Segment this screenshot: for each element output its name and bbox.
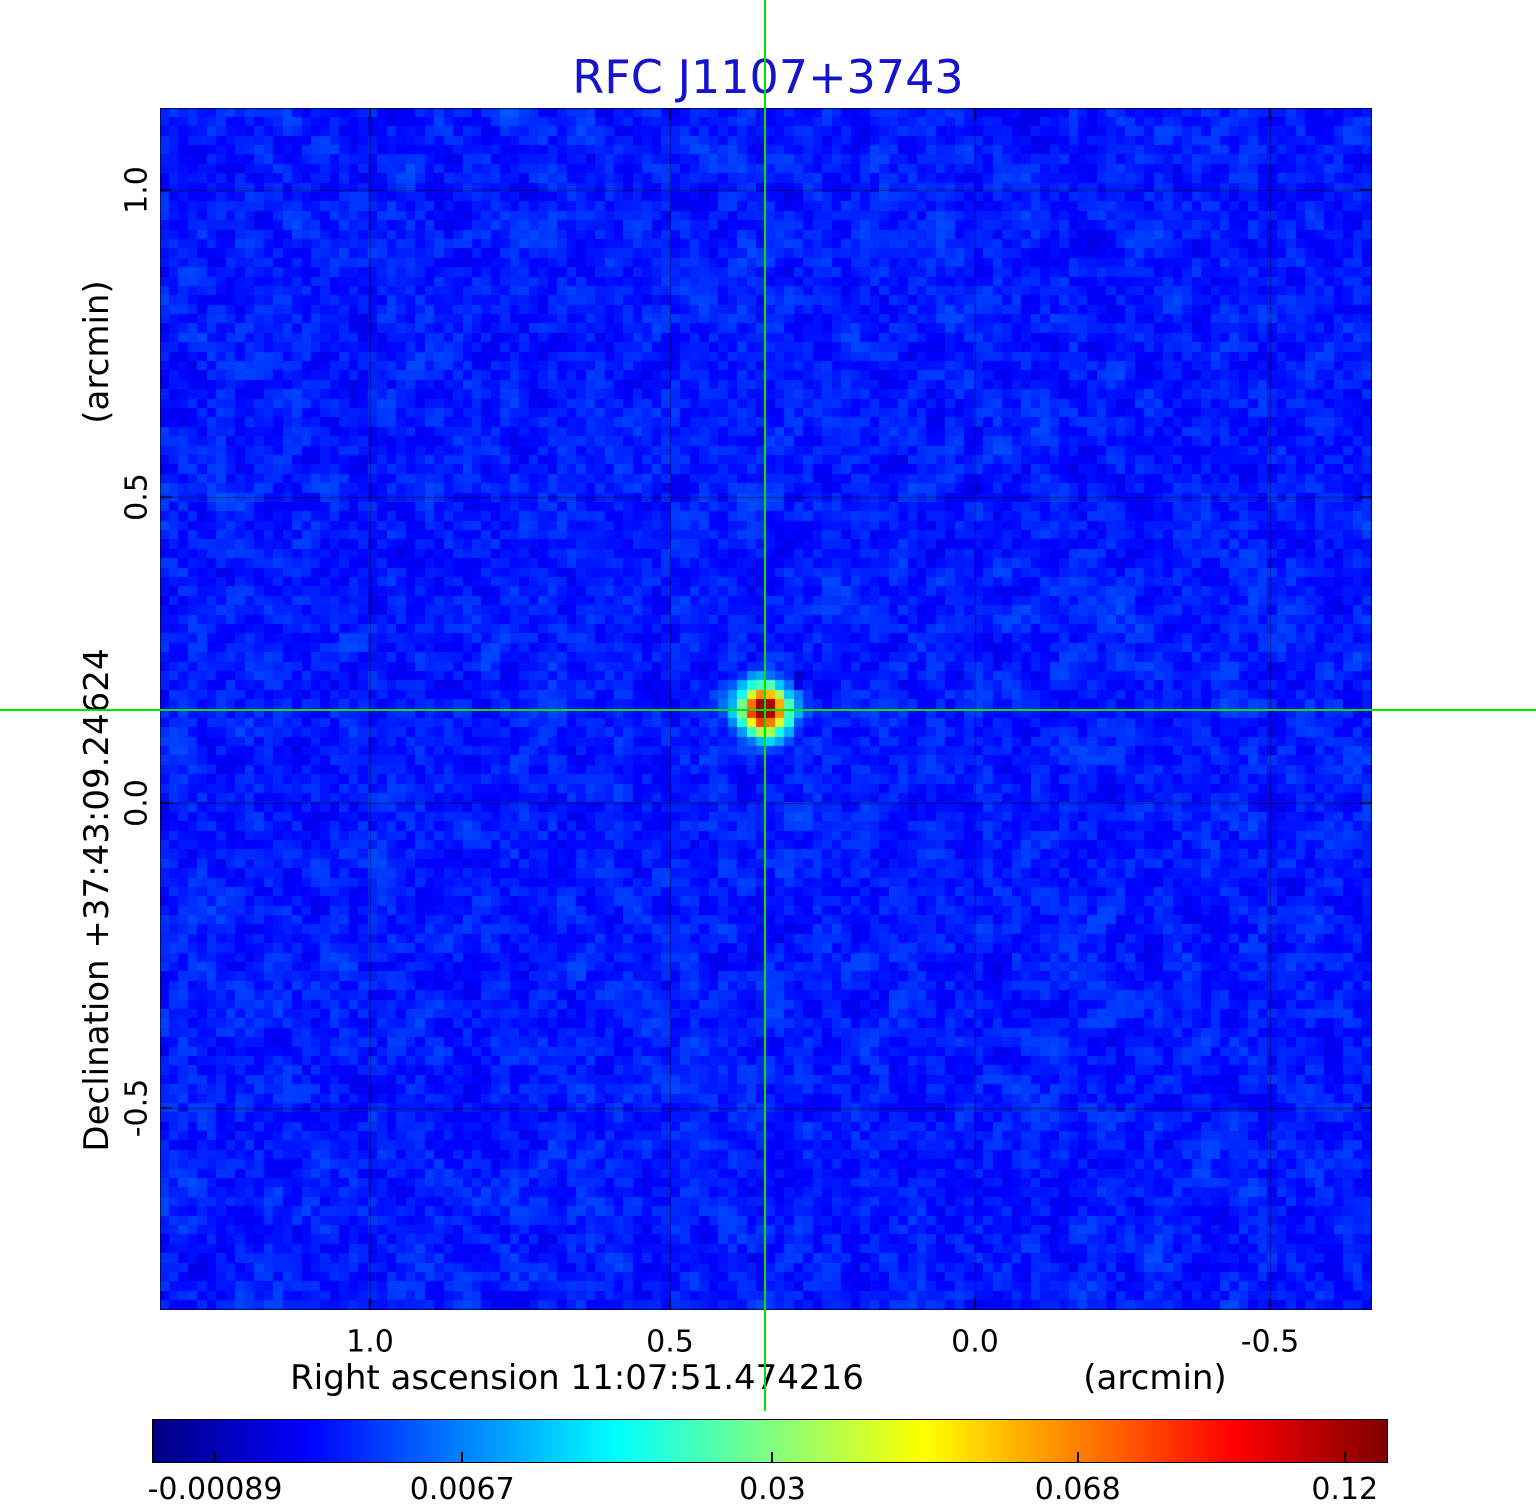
figure-title: RFC J1107+3743 bbox=[572, 50, 964, 104]
x-tick-label-0.5: 0.5 bbox=[646, 1324, 694, 1360]
colorbar-tick-label: 0.03 bbox=[739, 1472, 806, 1507]
x-axis-unit-label: (arcmin) bbox=[1083, 1358, 1227, 1398]
colorbar-tick-mark bbox=[1076, 1452, 1079, 1462]
y-axis-label: Declination +37:43:09.24624 bbox=[77, 648, 117, 1152]
y-tick-label-0.0: 0.0 bbox=[119, 779, 155, 827]
y-tick-label--0.5: -0.5 bbox=[119, 1078, 155, 1138]
colorbar-tick-label: 0.0067 bbox=[409, 1472, 515, 1507]
x-tick-label-0.0: 0.0 bbox=[951, 1324, 999, 1360]
crosshair-horizontal-line bbox=[0, 709, 1536, 711]
colorbar bbox=[152, 1419, 1388, 1463]
colorbar-tick-mark bbox=[1343, 1452, 1346, 1462]
y-axis-unit-label: (arcmin) bbox=[77, 280, 117, 424]
colorbar-tick-mark bbox=[461, 1452, 464, 1462]
colorbar-tick-label: 0.068 bbox=[1034, 1472, 1121, 1507]
colorbar-tick-label: -0.00089 bbox=[147, 1472, 283, 1507]
y-tick-label-0.5: 0.5 bbox=[119, 473, 155, 521]
x-tick-label--0.5: -0.5 bbox=[1240, 1324, 1300, 1360]
y-tick-label-1.0: 1.0 bbox=[119, 166, 155, 214]
colorbar-tick-label: 0.12 bbox=[1311, 1472, 1379, 1507]
colorbar-tick-mark bbox=[771, 1452, 774, 1462]
colorbar-tick-mark bbox=[214, 1452, 217, 1462]
x-tick-label-1.0: 1.0 bbox=[346, 1324, 394, 1360]
crosshair-vertical-line bbox=[764, 0, 766, 1411]
x-axis-label: Right ascension 11:07:51.474216 bbox=[290, 1358, 864, 1398]
